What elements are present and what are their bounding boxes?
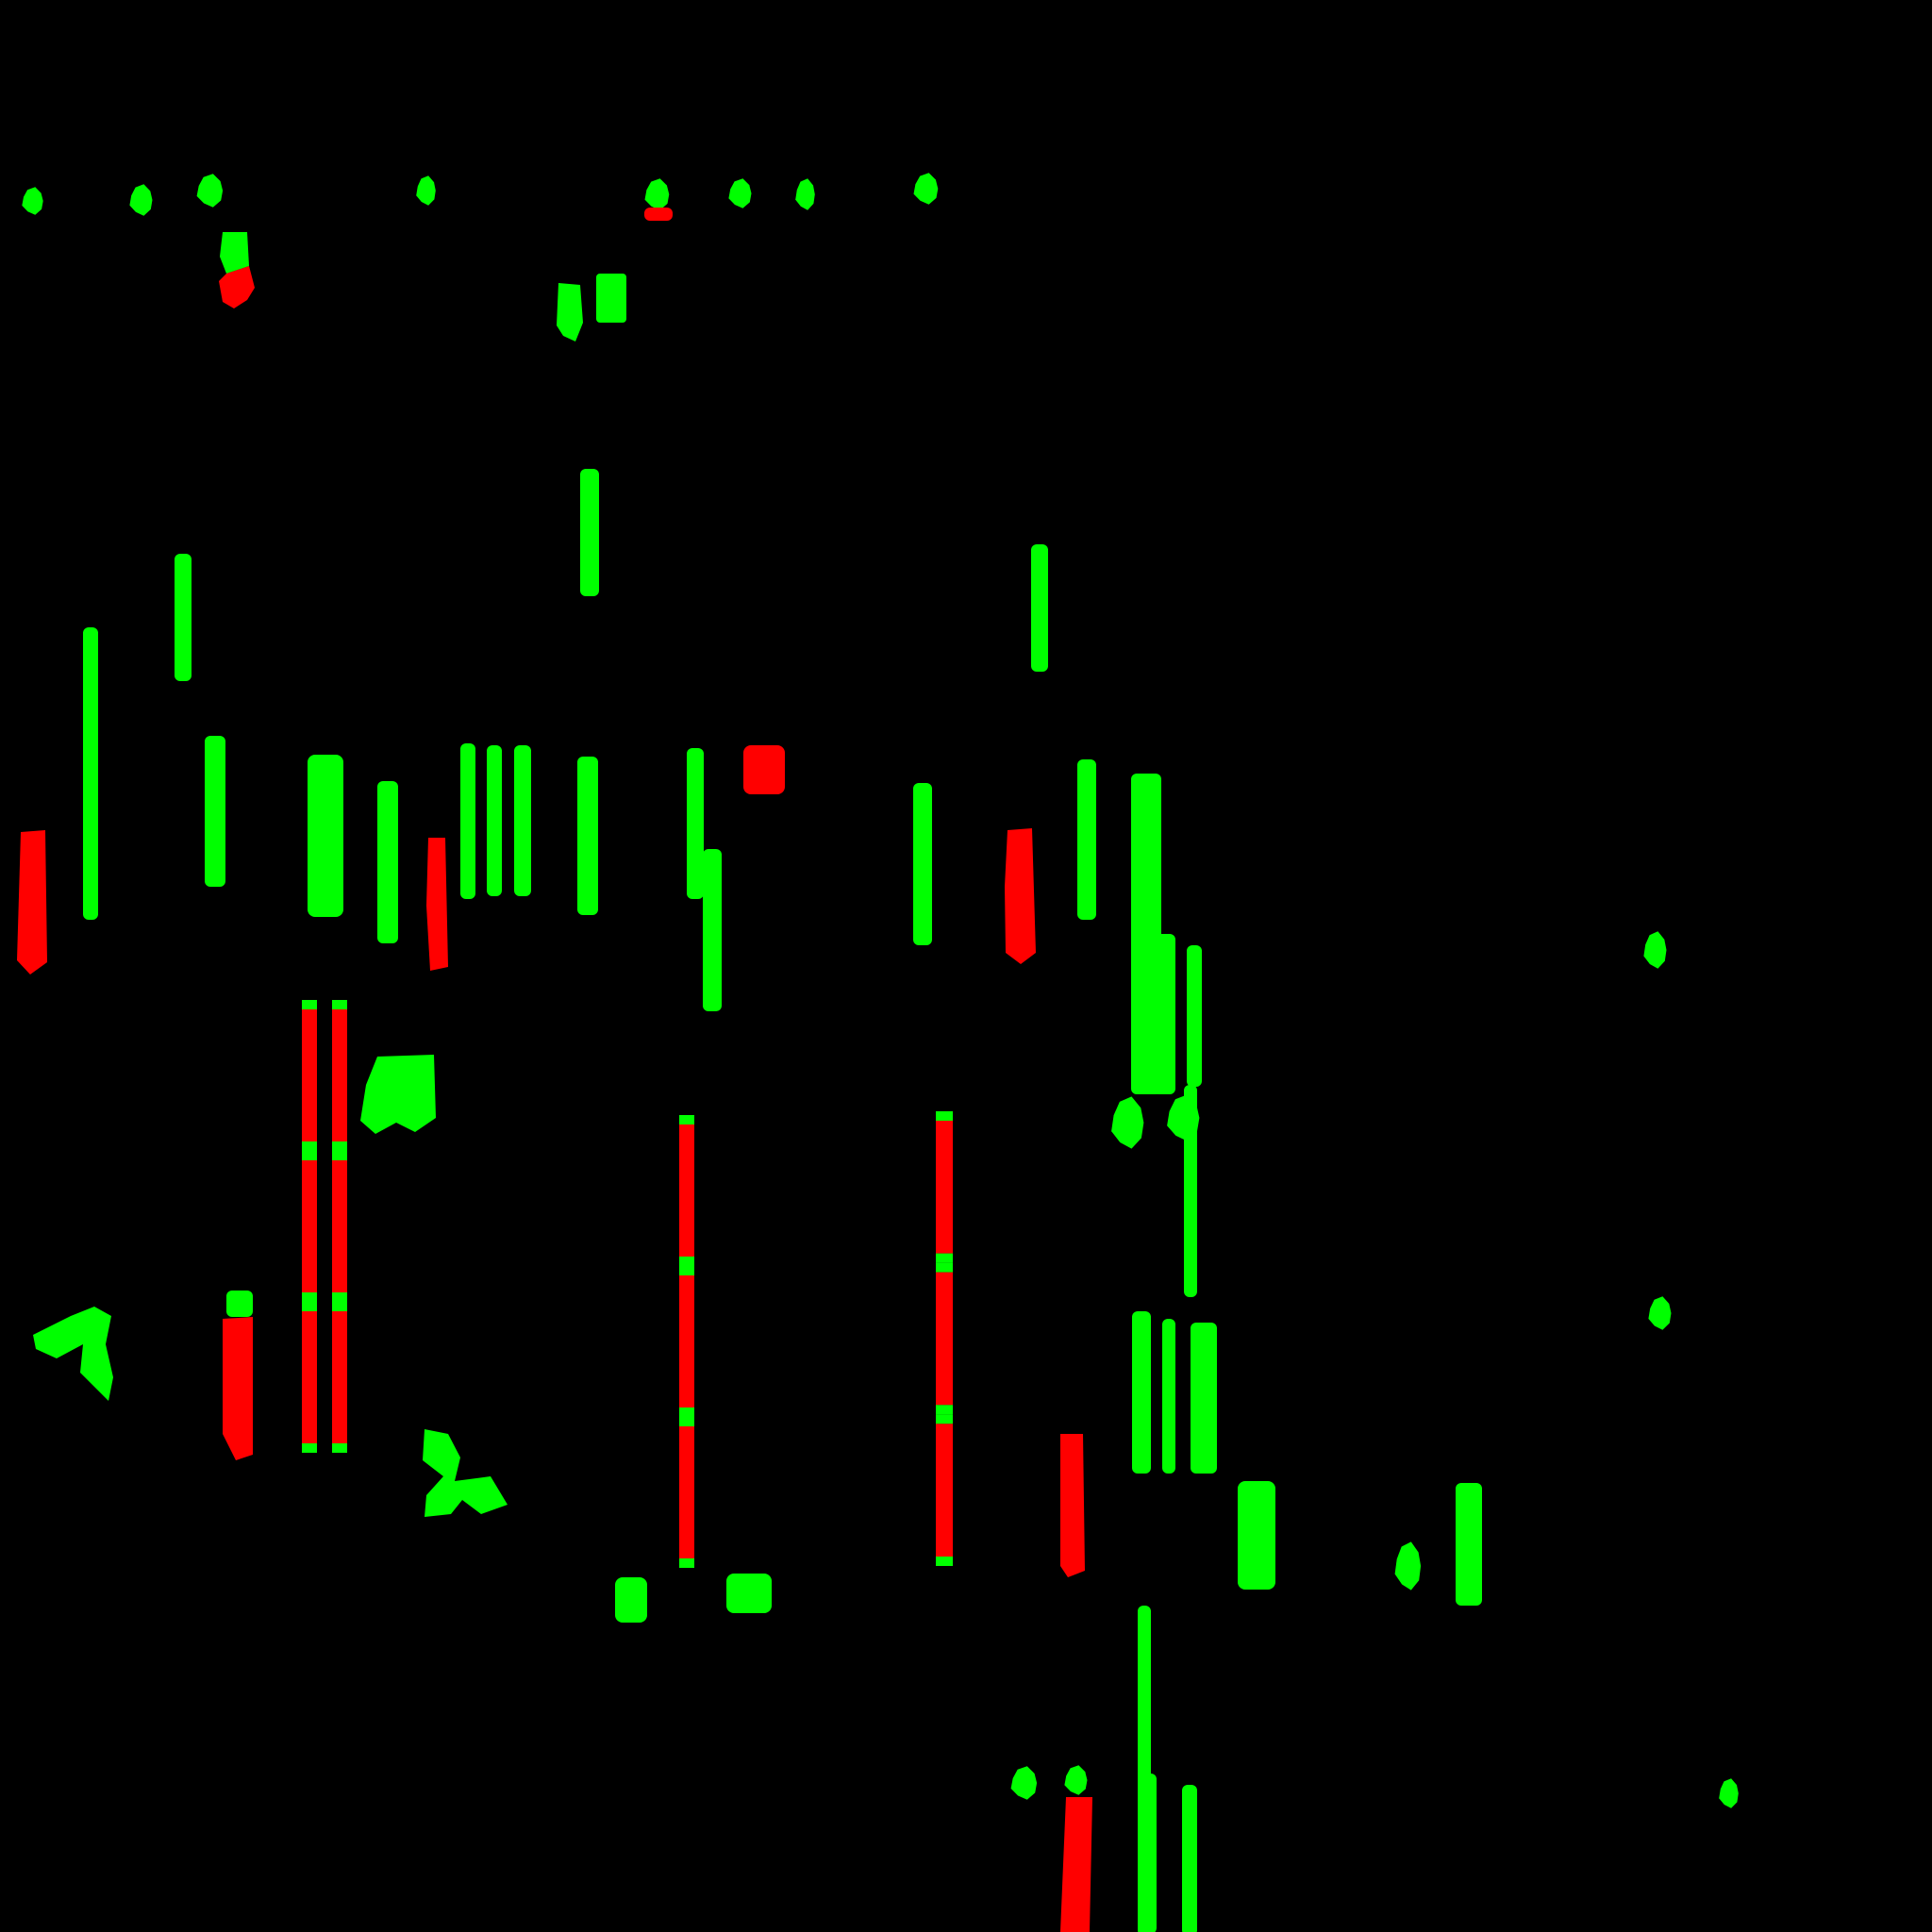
- green-region: [1140, 1774, 1157, 1932]
- green-region: [360, 1055, 436, 1134]
- red-region: [936, 1121, 953, 1254]
- red-region: [332, 1160, 347, 1292]
- green-region: [1132, 1311, 1151, 1474]
- green-region: [302, 1302, 317, 1311]
- green-region: [226, 1291, 253, 1317]
- green-region: [308, 755, 343, 917]
- green-region: [33, 1307, 113, 1401]
- green-region: [332, 1141, 347, 1151]
- green-region: [679, 1115, 694, 1124]
- red-region: [1005, 828, 1036, 964]
- green-region: [679, 1407, 694, 1417]
- green-region: [1031, 544, 1048, 672]
- mask-regions: [17, 173, 1739, 1932]
- green-region: [1162, 1319, 1175, 1474]
- green-region: [728, 178, 752, 208]
- green-region: [1394, 1541, 1422, 1591]
- red-region: [1060, 1434, 1085, 1577]
- green-region: [679, 1266, 694, 1275]
- red-region: [679, 1124, 694, 1257]
- green-region: [1719, 1778, 1739, 1808]
- green-region: [936, 1414, 953, 1424]
- green-region: [1182, 1785, 1197, 1932]
- green-region: [1064, 1765, 1088, 1795]
- green-region: [795, 178, 815, 210]
- green-region: [332, 1302, 347, 1311]
- red-region: [426, 838, 448, 971]
- red-region: [332, 1009, 347, 1141]
- red-region: [223, 1317, 253, 1460]
- green-region: [332, 1292, 347, 1302]
- red-region: [936, 1424, 953, 1557]
- green-region: [1648, 1296, 1672, 1330]
- green-region: [936, 1253, 953, 1263]
- green-region: [596, 274, 626, 323]
- green-region: [423, 1429, 508, 1517]
- green-region: [1643, 931, 1667, 969]
- green-region: [679, 1257, 694, 1266]
- green-region: [332, 1151, 347, 1160]
- green-region: [302, 1000, 317, 1009]
- green-region: [679, 1558, 694, 1568]
- green-region: [175, 554, 192, 681]
- red-region: [17, 830, 47, 974]
- red-region: [1060, 1797, 1092, 1932]
- green-region: [679, 1417, 694, 1426]
- green-region: [205, 736, 225, 887]
- green-region: [580, 469, 599, 596]
- green-region: [1153, 934, 1175, 1094]
- green-region: [1167, 1094, 1200, 1141]
- green-region: [1456, 1483, 1482, 1606]
- green-region: [22, 187, 43, 215]
- green-region: [687, 748, 704, 899]
- red-region: [679, 1426, 694, 1558]
- green-region: [460, 743, 475, 899]
- green-region: [577, 757, 598, 915]
- green-region: [703, 849, 722, 1011]
- green-region: [1238, 1481, 1275, 1590]
- green-region: [129, 184, 153, 216]
- green-region: [83, 627, 98, 920]
- green-region: [196, 174, 224, 208]
- green-region: [514, 745, 531, 896]
- green-region: [416, 175, 436, 206]
- green-region: [302, 1443, 317, 1453]
- green-region: [936, 1557, 953, 1566]
- green-region: [1077, 759, 1096, 920]
- red-region: [302, 1160, 317, 1292]
- green-region: [615, 1577, 647, 1623]
- red-region: [743, 745, 785, 794]
- green-region: [726, 1574, 772, 1613]
- red-region: [936, 1272, 953, 1406]
- green-region: [557, 283, 583, 341]
- green-region: [220, 232, 249, 274]
- green-region: [936, 1262, 953, 1273]
- green-region: [936, 1111, 953, 1121]
- red-region: [644, 208, 673, 221]
- green-region: [302, 1151, 317, 1160]
- green-region: [1191, 1323, 1217, 1474]
- red-region: [679, 1275, 694, 1407]
- red-region: [332, 1311, 347, 1443]
- red-region: [302, 1009, 317, 1141]
- red-region: [302, 1311, 317, 1443]
- green-region: [487, 745, 502, 896]
- green-region: [332, 1000, 347, 1009]
- green-region: [644, 178, 670, 210]
- green-region: [1010, 1766, 1038, 1800]
- green-region: [913, 783, 932, 945]
- green-region: [332, 1443, 347, 1453]
- green-region: [302, 1141, 317, 1151]
- red-region: [219, 266, 255, 308]
- green-region: [1111, 1096, 1144, 1149]
- green-region: [377, 781, 398, 943]
- green-region: [913, 173, 939, 205]
- green-region: [936, 1405, 953, 1415]
- green-region: [302, 1292, 317, 1302]
- green-region: [1187, 945, 1202, 1087]
